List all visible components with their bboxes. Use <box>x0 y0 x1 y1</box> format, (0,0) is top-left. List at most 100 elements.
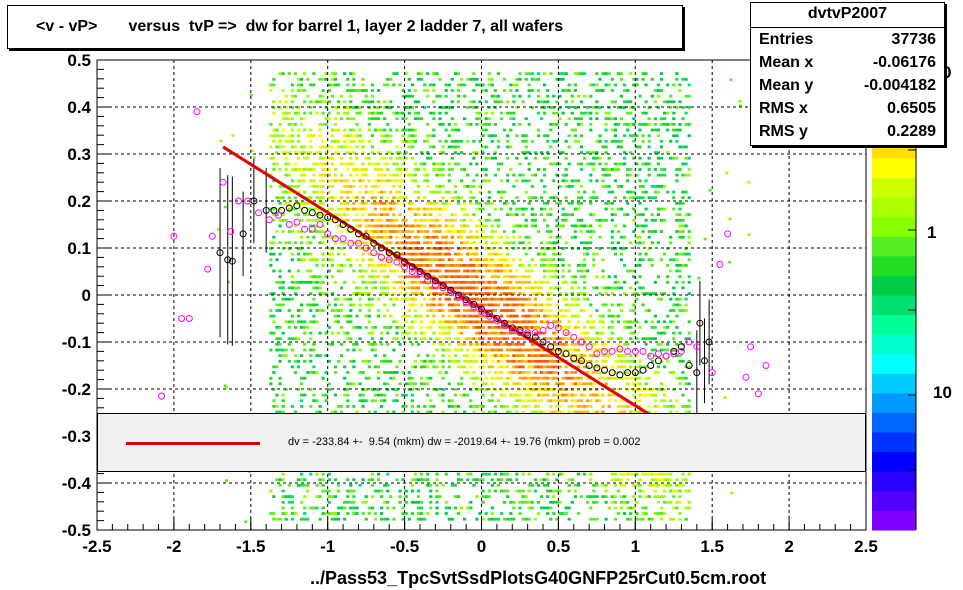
heatmap-cell <box>626 376 630 380</box>
heatmap-cell <box>481 342 485 346</box>
heatmap-cell <box>546 393 550 397</box>
heatmap-cell <box>386 151 390 154</box>
heatmap-cell <box>650 94 654 98</box>
heatmap-cell <box>429 376 433 380</box>
heatmap-cell <box>416 235 421 239</box>
heatmap-cell <box>432 405 436 408</box>
heatmap-cell <box>321 145 325 149</box>
heatmap-cell <box>321 506 325 510</box>
heatmap-cell <box>361 405 365 408</box>
heatmap-cell <box>395 173 399 177</box>
heatmap-cell <box>441 241 445 245</box>
heatmap-cell <box>364 190 368 194</box>
heatmap-cell <box>410 292 414 295</box>
heatmap-cell <box>318 201 322 205</box>
heatmap-cell <box>656 89 660 92</box>
heatmap-cell <box>635 512 639 515</box>
heatmap-cell <box>524 252 528 256</box>
heatmap-cell <box>629 506 633 510</box>
heatmap-cell <box>586 230 590 233</box>
heatmap-cell <box>309 207 313 211</box>
heatmap-cell <box>623 89 627 92</box>
heatmap-cell <box>281 495 285 498</box>
heatmap-cell <box>669 489 673 493</box>
heatmap-cell <box>521 213 525 216</box>
heatmap-cell <box>561 314 565 318</box>
heatmap-cell <box>656 297 660 301</box>
heatmap-cell <box>493 309 497 312</box>
heatmap-cell <box>650 213 654 216</box>
heatmap-cell <box>481 495 485 498</box>
heatmap-cell <box>413 173 417 177</box>
heatmap-cell <box>607 72 611 75</box>
heatmap-cell <box>407 297 411 301</box>
heatmap-cell <box>296 286 301 290</box>
heatmap-cell <box>303 517 307 521</box>
heatmap-cell <box>604 354 608 357</box>
heatmap-cell <box>619 405 624 408</box>
heatmap-cell <box>281 405 285 408</box>
heatmap-cell <box>570 213 574 216</box>
heatmap-cell <box>555 337 559 341</box>
heatmap-cell <box>506 286 510 290</box>
heatmap-cell <box>370 111 374 115</box>
heatmap-cell <box>641 196 645 200</box>
heatmap-cell <box>367 359 371 363</box>
heatmap-cell <box>496 297 501 301</box>
heatmap-cell <box>641 162 645 166</box>
heatmap-cell <box>521 337 525 341</box>
heatmap-cell <box>644 111 648 115</box>
heatmap-cell <box>441 326 445 329</box>
heatmap-cell <box>487 235 491 239</box>
heatmap-cell <box>269 309 273 312</box>
heatmap-cell <box>663 117 667 121</box>
heatmap-cell <box>490 478 494 482</box>
heatmap-cell <box>466 252 470 256</box>
heatmap-cell <box>416 506 421 510</box>
heatmap-cell <box>275 162 279 166</box>
heatmap-cell <box>487 269 491 273</box>
heatmap-cell <box>475 83 479 87</box>
heatmap-cell <box>463 269 467 273</box>
heatmap-cell <box>635 83 639 87</box>
heatmap-cell <box>376 224 381 228</box>
heatmap-cell <box>555 517 559 521</box>
heatmap-cell <box>300 517 304 521</box>
heatmap-cell <box>500 331 504 335</box>
heatmap-cell <box>613 83 617 87</box>
heatmap-cell <box>318 286 322 290</box>
heatmap-cell <box>487 252 491 256</box>
heatmap-cell <box>300 405 304 408</box>
heatmap-cell <box>383 173 387 177</box>
heatmap-cell <box>380 495 384 498</box>
heatmap-cell <box>456 230 461 233</box>
heatmap-cell <box>496 139 501 143</box>
heatmap-cell <box>420 512 424 515</box>
heatmap-cell <box>324 331 328 335</box>
heatmap-cell <box>392 399 396 403</box>
heatmap-cell <box>589 94 593 98</box>
heatmap-cell <box>466 275 470 279</box>
heatmap-cell <box>441 168 445 171</box>
heatmap-cell <box>413 309 417 312</box>
heatmap-cell <box>518 376 522 380</box>
heatmap-cell <box>330 410 334 414</box>
heatmap-cell <box>447 190 451 194</box>
heatmap-cell <box>536 94 541 98</box>
heatmap-cell <box>472 337 476 341</box>
heatmap-cell <box>312 506 316 510</box>
heatmap-cell <box>487 213 491 216</box>
heatmap-cell <box>447 280 451 284</box>
heatmap-cell <box>592 500 596 504</box>
heatmap-cell <box>441 162 445 166</box>
heatmap-cell <box>336 145 341 149</box>
heatmap-cell <box>355 111 359 115</box>
heatmap-cell <box>315 185 319 188</box>
heatmap-cell <box>380 128 384 132</box>
heatmap-cell <box>487 337 491 341</box>
heatmap-cell <box>552 500 556 504</box>
heatmap-cell <box>626 190 630 194</box>
heatmap-cell <box>309 218 313 222</box>
heatmap-cell <box>469 275 473 279</box>
heatmap-cell <box>644 224 648 228</box>
